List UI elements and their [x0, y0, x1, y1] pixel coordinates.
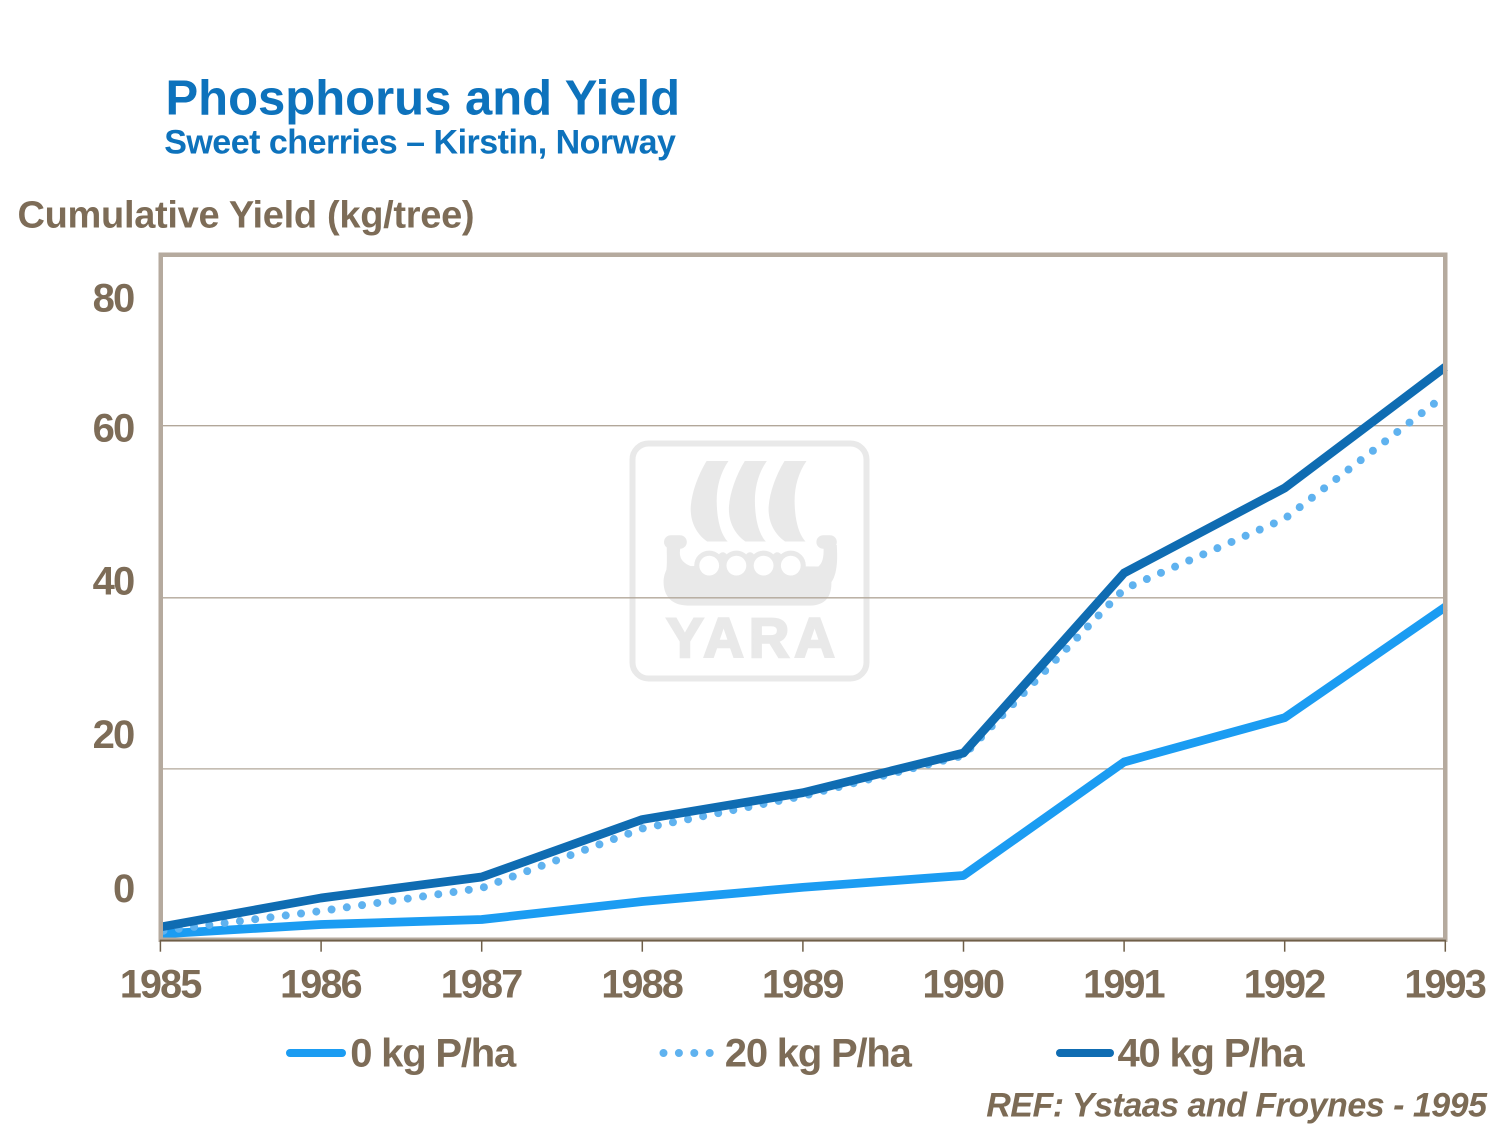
- svg-text:1993: 1993: [1404, 962, 1486, 1006]
- svg-text:0 kg P/ha: 0 kg P/ha: [350, 1032, 517, 1076]
- svg-text:40 kg P/ha: 40 kg P/ha: [1118, 1032, 1306, 1076]
- svg-text:Cumulative Yield (kg/tree): Cumulative Yield (kg/tree): [18, 194, 475, 236]
- svg-text:1989: 1989: [762, 962, 844, 1006]
- svg-text:Sweet cherries – Kirstin, Norw: Sweet cherries – Kirstin, Norway: [164, 124, 676, 162]
- svg-text:1991: 1991: [1083, 962, 1165, 1006]
- svg-text:REF: Ystaas and Froynes - 1995: REF: Ystaas and Froynes - 1995: [986, 1087, 1488, 1125]
- svg-text:1990: 1990: [923, 962, 1005, 1006]
- svg-text:1987: 1987: [441, 962, 523, 1006]
- svg-text:1986: 1986: [280, 962, 362, 1006]
- svg-text:1992: 1992: [1244, 962, 1326, 1006]
- svg-text:0: 0: [113, 867, 134, 911]
- svg-text:20: 20: [93, 713, 134, 757]
- svg-text:1988: 1988: [601, 962, 683, 1006]
- svg-text:YARA: YARA: [666, 606, 840, 669]
- svg-text:1985: 1985: [120, 962, 202, 1006]
- svg-text:60: 60: [93, 406, 134, 450]
- svg-text:40: 40: [93, 560, 134, 604]
- svg-text:20 kg P/ha: 20 kg P/ha: [725, 1032, 913, 1076]
- svg-text:80: 80: [93, 276, 134, 320]
- svg-text:Phosphorus and Yield: Phosphorus and Yield: [166, 72, 681, 126]
